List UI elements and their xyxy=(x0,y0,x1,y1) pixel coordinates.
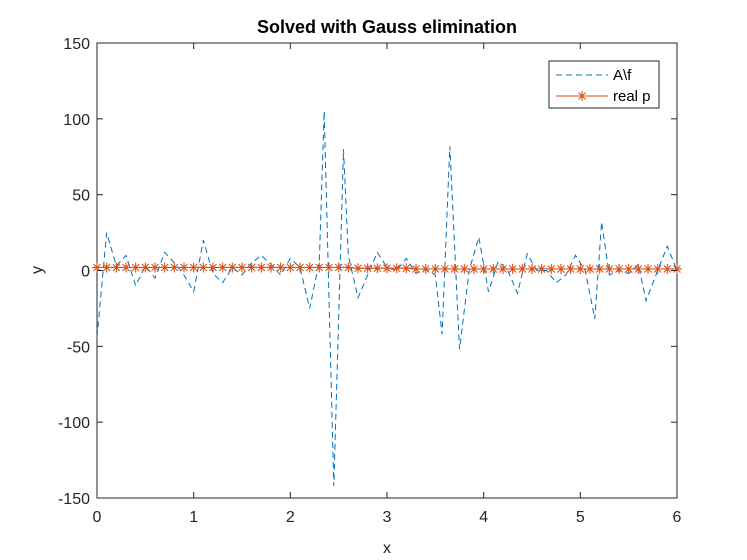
series-2-point xyxy=(546,263,557,274)
chart-title: Solved with Gauss elimination xyxy=(257,17,517,37)
series-2-point xyxy=(343,262,354,273)
series-2-point xyxy=(391,263,402,274)
series-2-point xyxy=(411,263,421,274)
legend-label-series-1: A\f xyxy=(613,67,632,84)
series-2-point xyxy=(401,263,412,274)
series-2-point xyxy=(614,263,624,274)
series-2-point xyxy=(517,263,528,274)
legend-box xyxy=(548,60,660,109)
series-2-point xyxy=(285,262,296,273)
series-2-point xyxy=(227,262,238,273)
series-2-point xyxy=(237,262,247,273)
series-2-point xyxy=(101,262,112,273)
series-2-point xyxy=(488,263,499,274)
x-tick-label: 2 xyxy=(286,509,295,526)
series-2-point xyxy=(246,262,257,273)
series-2-point xyxy=(469,263,479,274)
x-tick-label: 4 xyxy=(479,509,488,526)
series-2-point xyxy=(672,263,682,274)
series-2-point xyxy=(314,262,325,273)
series-2-point xyxy=(208,262,218,273)
series-2-point xyxy=(633,263,644,274)
x-tick-label: 5 xyxy=(576,509,585,526)
series-2-point xyxy=(643,263,653,274)
series-2-point xyxy=(324,262,334,273)
series-2-point xyxy=(266,262,276,273)
series-2-point xyxy=(498,263,508,274)
series-2-point xyxy=(536,263,547,274)
y-tick-label: 100 xyxy=(63,112,90,129)
series-2-point xyxy=(198,262,209,273)
plot-area: 0 1 2 3 4 5 6 -150 -100 -50 0 50 100 150 xyxy=(58,36,682,526)
series-2-point xyxy=(169,262,180,273)
series-2-point xyxy=(353,263,363,274)
series-2-point xyxy=(594,263,605,274)
series-2-point xyxy=(121,262,131,273)
series-2-point xyxy=(623,263,634,274)
series-2-point xyxy=(449,263,460,274)
series-2-point xyxy=(333,262,344,273)
series-2-point xyxy=(295,262,305,273)
series-2-point xyxy=(159,262,170,273)
series-layer xyxy=(92,111,682,486)
legend-label-series-2: real p xyxy=(613,88,651,105)
legend-marker-series-2 xyxy=(577,91,587,101)
y-tick-label: 0 xyxy=(81,264,90,281)
series-2-point xyxy=(382,263,392,274)
x-tick-label: 0 xyxy=(93,509,102,526)
series-2-point xyxy=(140,262,151,273)
series-2-point xyxy=(527,263,537,274)
series-2-point xyxy=(217,262,228,273)
y-tick-label: -100 xyxy=(58,415,90,432)
x-tick-label: 3 xyxy=(383,509,392,526)
series-2-point xyxy=(372,263,383,274)
series-2-point xyxy=(604,263,615,274)
series-2-point xyxy=(150,262,160,273)
y-tick-label: -50 xyxy=(67,339,90,356)
series-2-point xyxy=(585,263,595,274)
series-2-point xyxy=(652,263,663,274)
series-2-point xyxy=(275,262,286,273)
legend: A\f real p xyxy=(548,60,660,109)
series-2-point xyxy=(92,262,102,273)
series-line-1 xyxy=(96,111,678,486)
x-tick-label: 6 xyxy=(673,509,682,526)
series-2-point xyxy=(420,263,431,274)
y-tick-label: 150 xyxy=(63,36,90,53)
y-axis-label: y xyxy=(29,266,46,274)
series-2-point xyxy=(304,262,315,273)
y-tick-label: -150 xyxy=(58,491,90,508)
series-2-point xyxy=(556,263,566,274)
y-axis-ticks: -150 -100 -50 0 50 100 150 xyxy=(58,36,677,508)
legend-asterisk-icon xyxy=(577,91,587,101)
series-2-point xyxy=(430,263,441,274)
x-tick-label: 1 xyxy=(189,509,198,526)
series-2-point xyxy=(478,263,489,274)
series-2-point xyxy=(662,263,673,274)
series-2-point xyxy=(440,263,450,274)
series-2-point xyxy=(459,263,470,274)
series-2-point xyxy=(188,262,199,273)
series-2-point xyxy=(256,262,267,273)
x-axis-ticks: 0 1 2 3 4 5 6 xyxy=(93,43,682,526)
series-2-point xyxy=(565,263,576,274)
x-axis-label: x xyxy=(383,540,391,557)
series-2-point xyxy=(575,263,586,274)
series-2-point xyxy=(130,262,141,273)
series-2-point xyxy=(507,263,518,274)
series-2-point xyxy=(362,263,373,274)
series-2-point xyxy=(111,262,122,273)
series-2-point xyxy=(179,262,189,273)
y-tick-label: 50 xyxy=(72,188,90,205)
